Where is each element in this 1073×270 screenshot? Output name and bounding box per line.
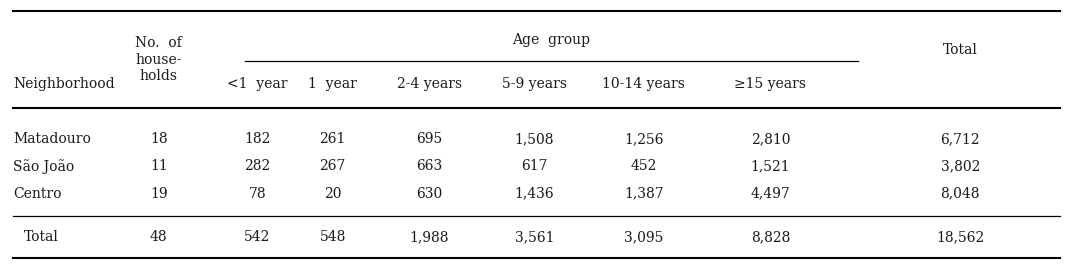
- Text: 4,497: 4,497: [750, 187, 791, 201]
- Text: Age  group: Age group: [513, 33, 590, 47]
- Text: 548: 548: [320, 230, 346, 244]
- Text: Matadouro: Matadouro: [13, 132, 91, 146]
- Text: 452: 452: [631, 159, 657, 173]
- Text: 663: 663: [416, 159, 442, 173]
- Text: 1,387: 1,387: [624, 187, 663, 201]
- Text: 3,095: 3,095: [624, 230, 663, 244]
- Text: São João: São João: [13, 159, 74, 174]
- Text: 11: 11: [150, 159, 167, 173]
- Text: 18: 18: [150, 132, 167, 146]
- Text: 8,828: 8,828: [751, 230, 790, 244]
- Text: 2-4 years: 2-4 years: [397, 77, 461, 92]
- Text: Total: Total: [943, 43, 978, 57]
- Text: 18,562: 18,562: [937, 230, 984, 244]
- Text: 3,561: 3,561: [515, 230, 554, 244]
- Text: 5-9 years: 5-9 years: [502, 77, 567, 92]
- Text: 6,712: 6,712: [941, 132, 980, 146]
- Text: 1,521: 1,521: [751, 159, 790, 173]
- Text: 2,810: 2,810: [751, 132, 790, 146]
- Text: 282: 282: [245, 159, 270, 173]
- Text: 20: 20: [324, 187, 341, 201]
- Text: 48: 48: [150, 230, 167, 244]
- Text: 542: 542: [245, 230, 270, 244]
- Text: 1,508: 1,508: [515, 132, 554, 146]
- Text: <1  year: <1 year: [227, 77, 288, 92]
- Text: 78: 78: [249, 187, 266, 201]
- Text: 267: 267: [320, 159, 346, 173]
- Text: 1,436: 1,436: [515, 187, 554, 201]
- Text: 695: 695: [416, 132, 442, 146]
- Text: 617: 617: [521, 159, 547, 173]
- Text: 8,048: 8,048: [941, 187, 980, 201]
- Text: 261: 261: [320, 132, 346, 146]
- Text: 10-14 years: 10-14 years: [602, 77, 686, 92]
- Text: 1,256: 1,256: [624, 132, 663, 146]
- Text: No.  of
house-
holds: No. of house- holds: [135, 36, 182, 83]
- Text: 1,988: 1,988: [410, 230, 449, 244]
- Text: Neighborhood: Neighborhood: [13, 77, 115, 92]
- Text: Total: Total: [24, 230, 59, 244]
- Text: Centro: Centro: [13, 187, 61, 201]
- Text: 19: 19: [150, 187, 167, 201]
- Text: 1  year: 1 year: [308, 77, 357, 92]
- Text: ≥15 years: ≥15 years: [734, 77, 807, 92]
- Text: 630: 630: [416, 187, 442, 201]
- Text: 3,802: 3,802: [941, 159, 980, 173]
- Text: 182: 182: [245, 132, 270, 146]
